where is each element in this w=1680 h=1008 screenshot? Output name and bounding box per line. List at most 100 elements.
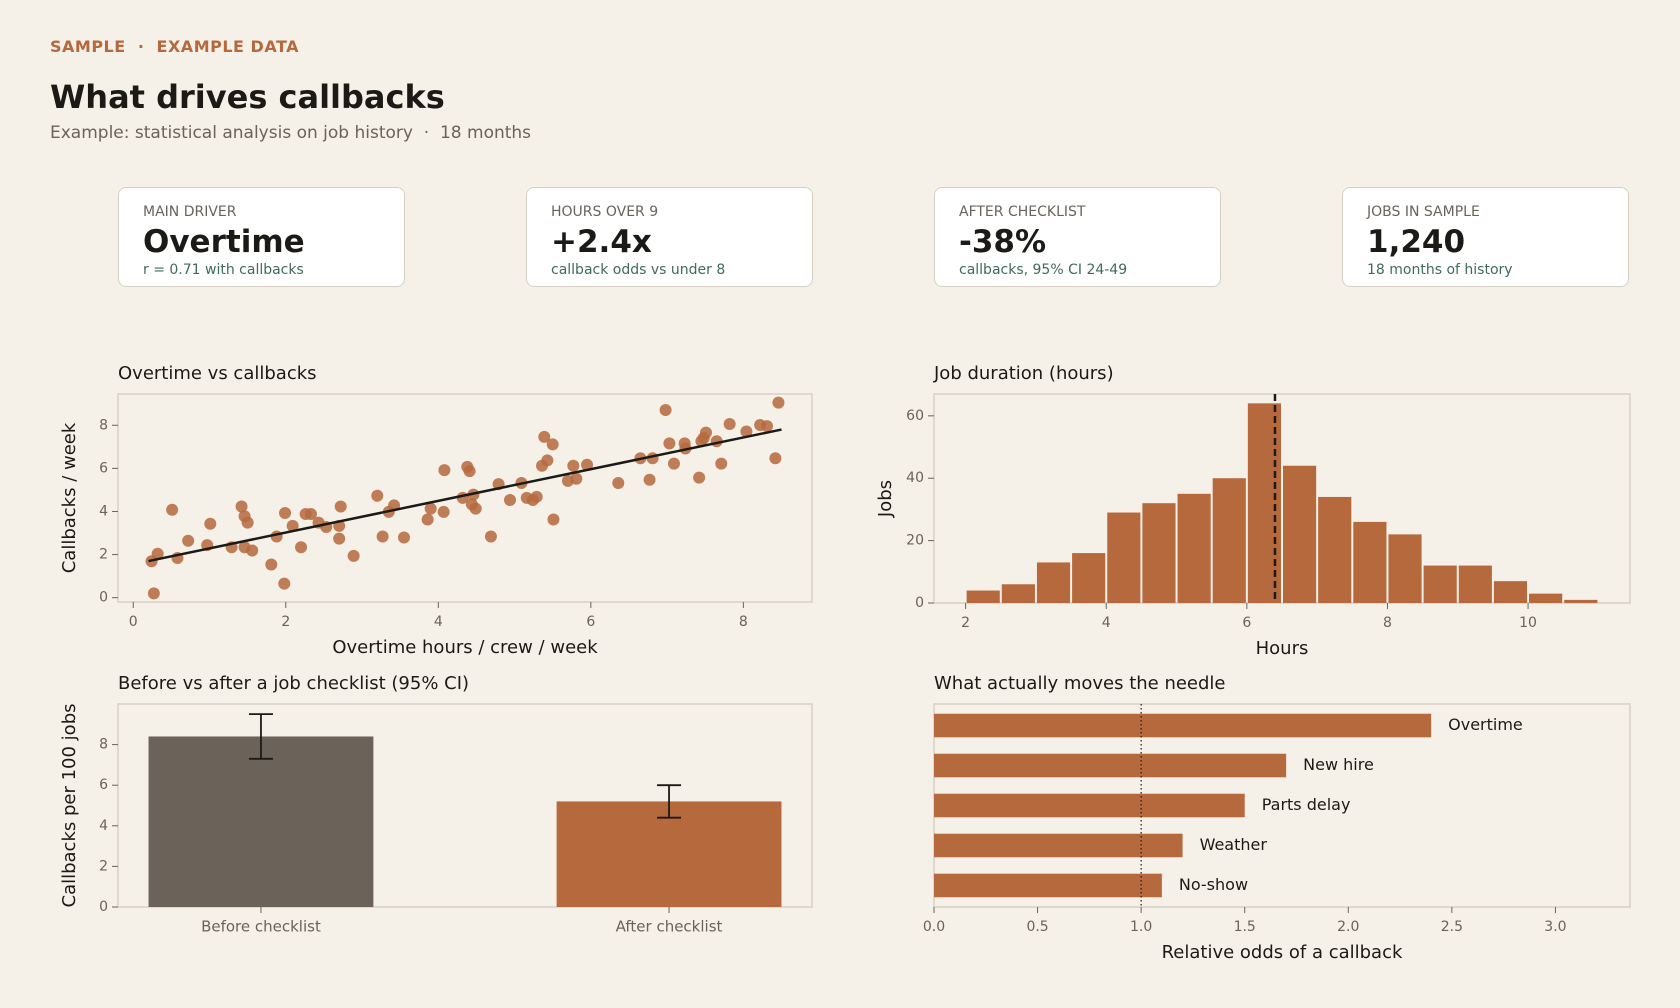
point: [772, 396, 785, 409]
kpi-card: AFTER CHECKLIST -38% callbacks, 95% CI 2…: [934, 187, 1221, 287]
point: [530, 490, 543, 503]
point: [547, 513, 560, 526]
point: [265, 558, 278, 571]
y-axis-label: Callbacks per 100 jobs: [59, 704, 80, 908]
histogram-bar: [966, 590, 1000, 603]
x-tick-label: After checklist: [616, 918, 723, 936]
x-tick-label: 1.5: [1234, 919, 1256, 935]
y-tick-label: 8: [99, 737, 108, 753]
point: [347, 549, 360, 562]
bar-label: Overtime: [1448, 715, 1523, 734]
point: [371, 489, 384, 502]
point: [761, 420, 774, 433]
point: [334, 500, 347, 513]
point: [238, 541, 251, 554]
histogram-bar: [1001, 584, 1035, 603]
point: [467, 488, 480, 501]
point: [204, 517, 217, 530]
point: [695, 435, 708, 448]
point: [536, 459, 549, 472]
x-axis-label: Hours: [1256, 638, 1309, 659]
point: [278, 577, 291, 590]
kpi-value: -38%: [959, 224, 1047, 260]
histogram-bar: [1353, 521, 1387, 603]
point: [469, 502, 482, 515]
bar: [148, 736, 374, 907]
kpi-card: MAIN DRIVER Overtime r = 0.71 with callb…: [118, 187, 405, 287]
y-tick-label: 40: [906, 470, 924, 486]
point: [526, 494, 539, 507]
point: [333, 519, 346, 532]
y-tick-label: 60: [906, 408, 924, 424]
chart-title: Before vs after a job checklist (95% CI): [118, 673, 469, 694]
point: [715, 457, 728, 470]
point: [171, 552, 184, 565]
x-tick-label: 0.0: [923, 919, 945, 935]
y-tick-label: 4: [99, 503, 108, 519]
point: [238, 510, 251, 523]
y-tick-label: 2: [99, 547, 108, 563]
bar: [556, 801, 782, 907]
histogram-bar: [1423, 565, 1457, 603]
point: [723, 417, 736, 430]
point: [246, 544, 259, 557]
point: [397, 531, 410, 544]
point: [561, 474, 574, 487]
point: [225, 541, 238, 554]
chart-title: Overtime vs callbacks: [118, 363, 317, 384]
x-tick-label: 2.0: [1337, 919, 1359, 935]
x-tick-label: 6: [586, 614, 595, 630]
point: [295, 541, 308, 554]
point: [612, 477, 625, 490]
kpi-note: r = 0.71 with callbacks: [143, 262, 304, 278]
point: [312, 516, 325, 529]
bar: [934, 753, 1287, 778]
plot-frame: [933, 393, 1631, 604]
point: [241, 516, 254, 529]
histogram-bar: [1529, 593, 1563, 603]
x-tick-label: 1.0: [1130, 919, 1152, 935]
kpi-label: AFTER CHECKLIST: [959, 204, 1086, 220]
point: [643, 473, 656, 486]
histogram-bar: [1493, 581, 1528, 603]
x-axis-label: Relative odds of a callback: [1162, 942, 1403, 963]
kpi-note: callback odds vs under 8: [551, 262, 726, 278]
histogram-bar: [1458, 565, 1492, 603]
x-tick-label: 4: [1102, 615, 1111, 631]
point: [541, 454, 554, 467]
eyebrow: SAMPLE · EXAMPLE DATA: [50, 37, 300, 56]
x-tick-label: 8: [739, 614, 748, 630]
kpi-value: +2.4x: [551, 224, 652, 260]
bar-label: Weather: [1200, 835, 1268, 854]
kpi-label: HOURS OVER 9: [551, 204, 659, 220]
y-tick-label: 0: [99, 590, 108, 606]
bar-label: No-show: [1179, 875, 1248, 894]
x-tick-label: 2.5: [1441, 919, 1463, 935]
point: [438, 464, 451, 477]
point: [388, 499, 401, 512]
y-tick-label: 8: [99, 417, 108, 433]
kpi-value: 1,240: [1367, 224, 1466, 260]
point: [699, 426, 712, 439]
point: [145, 555, 158, 568]
point: [679, 442, 692, 455]
y-tick-label: 2: [99, 858, 108, 874]
histogram-bar: [1072, 553, 1106, 603]
x-tick-label: Before checklist: [201, 918, 321, 936]
histogram-bar: [1388, 534, 1422, 603]
y-tick-label: 6: [99, 460, 108, 476]
histogram-bar: [1318, 496, 1352, 603]
point: [538, 430, 551, 443]
point: [667, 457, 680, 470]
x-tick-label: 0: [129, 614, 138, 630]
bar-label: Parts delay: [1262, 795, 1351, 814]
point: [299, 508, 312, 521]
plot-frame: [933, 703, 1631, 908]
y-axis-label: Jobs: [875, 480, 896, 518]
kpi-label: JOBS IN SAMPLE: [1367, 204, 1480, 220]
point: [484, 530, 497, 543]
point: [546, 438, 559, 451]
bar-label: New hire: [1303, 755, 1374, 774]
